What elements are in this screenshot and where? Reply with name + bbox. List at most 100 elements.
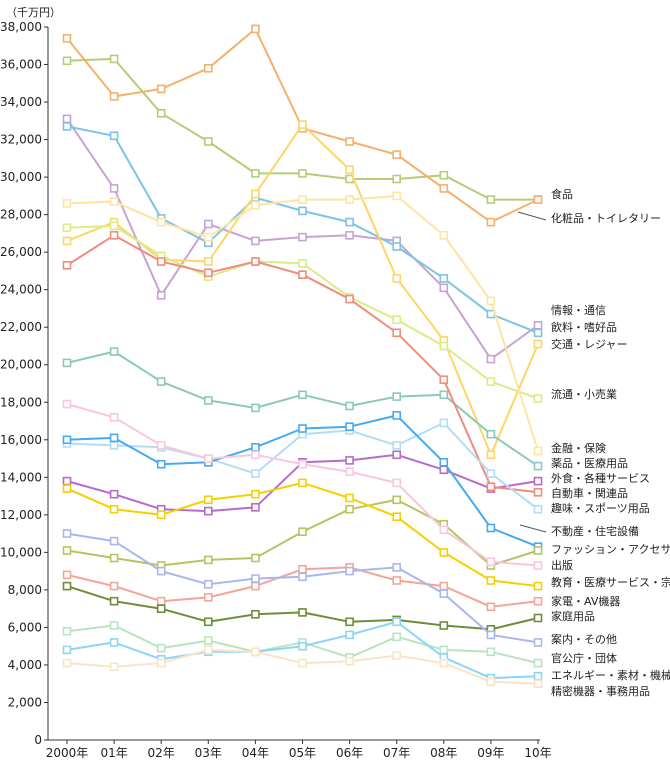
data-point [109,221,119,231]
data-point [392,632,402,642]
legend-label: 不動産・住宅設備 [551,524,639,538]
data-point [204,579,213,589]
data-point [533,658,543,668]
data-point [109,489,119,499]
data-point [392,563,402,572]
data-point [251,257,260,266]
data-point [298,169,307,178]
data-point [62,199,72,208]
data-point [204,454,213,463]
data-point [298,195,307,204]
data-point [251,469,260,478]
legend-label: 飲料・嗜好品 [551,320,617,334]
data-point [109,621,119,630]
data-point [439,170,449,180]
data-point [298,478,307,488]
data-point [298,608,307,617]
y-tick-label: 8,000 [8,583,42,597]
data-point [486,450,496,460]
data-point [156,566,166,576]
y-tick-label: 20,000 [0,358,42,372]
legend-label: 出版 [551,558,573,572]
legend-label: 趣味・スポーツ用品 [551,501,650,515]
legend-label: 食品 [551,187,573,201]
x-tick-label: 08年 [430,746,457,760]
data-point [109,347,119,356]
data-point [298,572,307,582]
data-point [62,476,72,486]
data-point [533,446,543,456]
data-point [109,504,119,514]
data-point [251,574,260,583]
data-point [392,651,402,660]
data-point [251,450,260,460]
data-point [345,630,354,640]
series-16 [62,563,543,612]
legend-leader-lines [517,211,547,533]
series-7 [62,191,543,456]
data-point [109,441,119,450]
data-point [62,33,72,43]
data-point [486,354,496,364]
data-point [156,643,166,653]
data-point [109,536,119,546]
data-point [345,566,354,576]
data-point [156,604,166,614]
data-point [533,613,543,623]
data-point [251,201,260,210]
legend-label: 外食・各種サービス [551,471,650,485]
legend-label: 教育・医療サービス・宗教 [551,575,670,589]
data-point [298,390,307,400]
data-point [298,259,307,268]
data-point [439,375,449,385]
data-point [62,435,72,445]
data-point [156,441,166,450]
data-point [251,236,260,246]
data-point [156,658,166,668]
data-point [156,257,166,266]
data-point [62,529,72,538]
data-point [251,581,260,591]
data-point [62,658,72,668]
data-point [392,315,402,325]
data-point [298,232,307,242]
legend-label: 自動車・関連品 [551,486,628,500]
data-point [439,341,449,351]
data-point [345,165,354,174]
data-point [298,564,307,574]
series-18 [62,529,543,647]
data-point [439,621,449,630]
data-point [439,525,449,535]
legend-label: 官公庁・団体 [551,651,617,665]
series-17 [62,581,543,634]
data-point [392,274,402,283]
data-point [345,504,354,514]
data-point [156,84,166,94]
data-point [392,512,402,522]
data-point [62,358,72,368]
legend-label: 流通・小売業 [551,387,617,401]
data-point [109,596,119,606]
data-point [298,527,307,537]
data-point [298,459,307,469]
series-line [66,532,539,644]
data-point [533,487,543,497]
data-point [204,219,213,229]
data-point [439,184,449,193]
data-point [109,433,119,443]
series-6 [62,221,543,403]
x-tick-label: 01年 [100,746,127,760]
legend-label: 金融・保険 [551,441,606,455]
data-point [345,217,354,227]
y-tick-label: 30,000 [0,170,42,184]
data-point [345,401,354,411]
data-point [62,570,72,580]
data-point [392,478,402,488]
data-point [486,677,496,687]
data-point [251,609,260,619]
series-line [66,224,539,400]
data-point [392,441,402,450]
data-point [204,396,213,405]
